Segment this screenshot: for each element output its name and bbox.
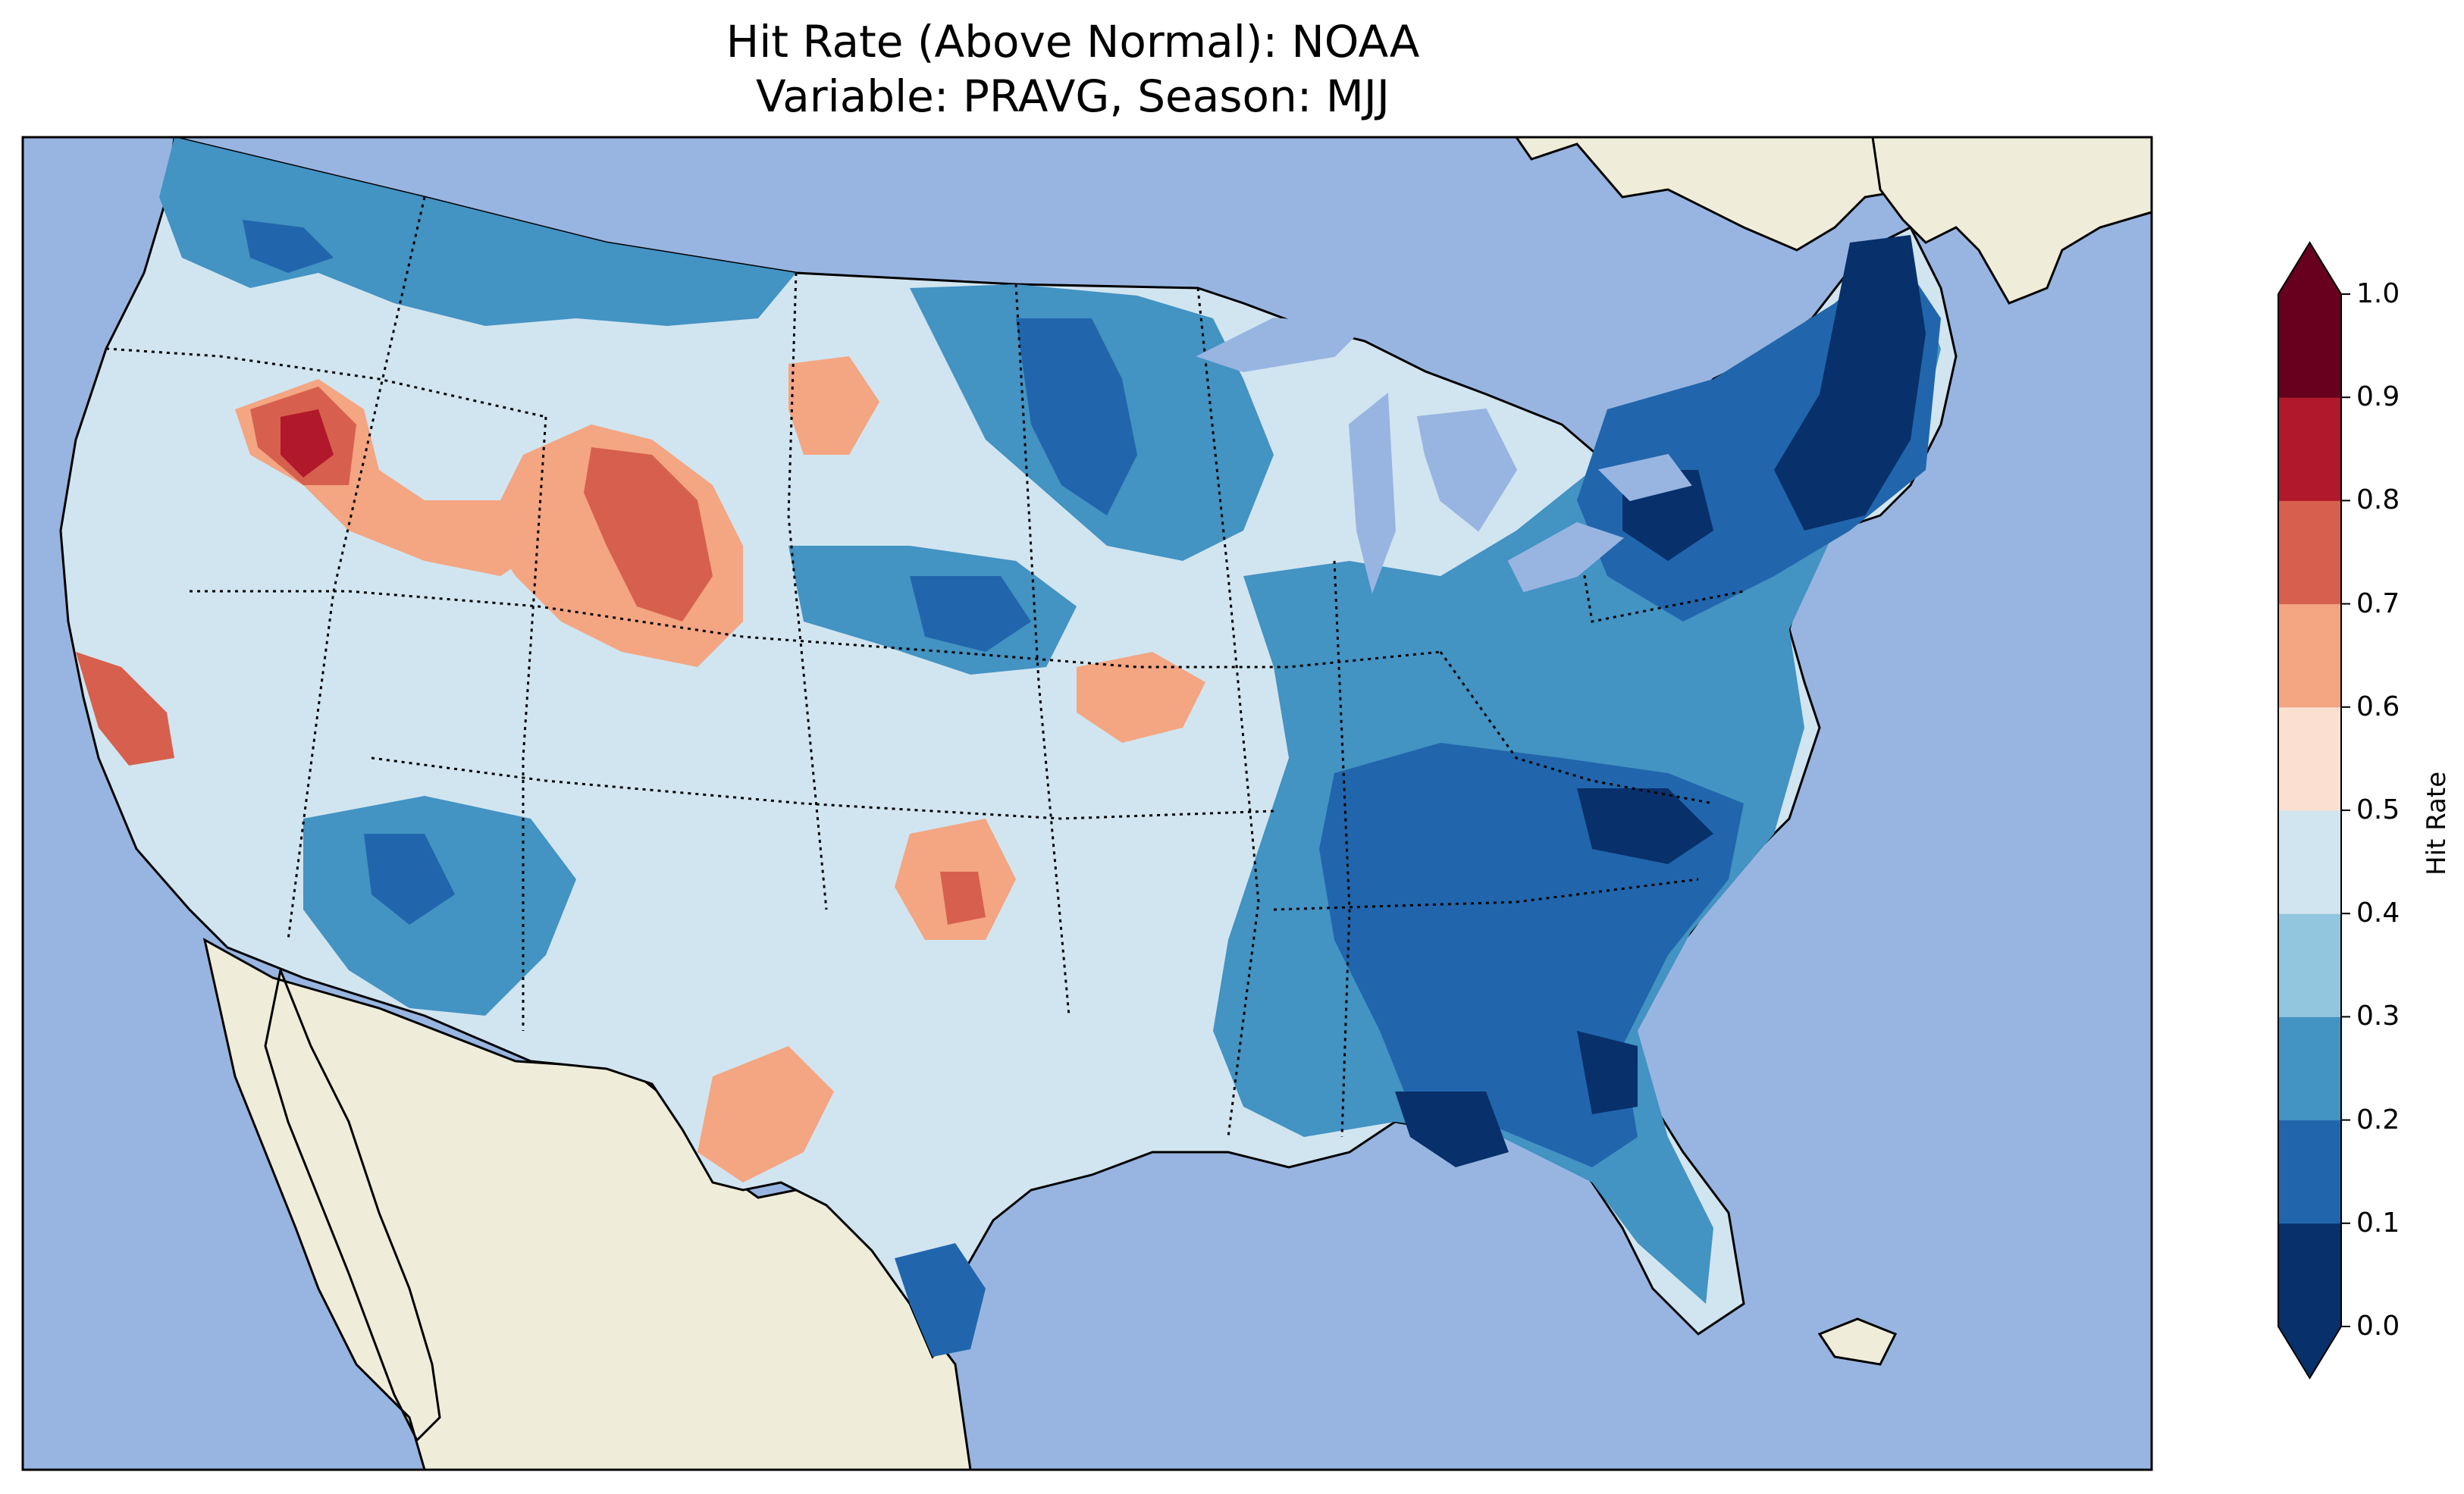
colorbar-segment bbox=[2278, 810, 2341, 914]
colorbar-tick-label: 0.2 bbox=[2356, 1104, 2400, 1135]
colorbar-segment bbox=[2278, 294, 2341, 398]
colorbar-tick-label: 0.9 bbox=[2356, 381, 2400, 413]
colorbar-tick-label: 0.5 bbox=[2356, 794, 2400, 825]
colorbar-tick-label: 0.7 bbox=[2356, 587, 2400, 619]
colorbar-tick-label: 0.3 bbox=[2356, 1001, 2400, 1032]
cuba-land bbox=[1817, 1317, 1898, 1366]
colorbar-tick-label: 0.0 bbox=[2356, 1311, 2400, 1342]
northeast-darkest-patch bbox=[1774, 235, 1926, 531]
map-subtitle: Variable: PRAVG, Season: MJJ bbox=[756, 70, 1390, 122]
minnesota-red-patch bbox=[788, 356, 879, 455]
southwest-dark-patch bbox=[364, 834, 455, 925]
texas-red-patch bbox=[698, 1046, 834, 1182]
map-frame bbox=[21, 136, 2153, 1471]
california-red-patch bbox=[76, 652, 174, 766]
colorbar-segment bbox=[2278, 1120, 2341, 1224]
colorbar-segment bbox=[2278, 913, 2341, 1017]
colorbar-tick-label: 0.6 bbox=[2356, 691, 2400, 722]
colorbar-tick-label: 0.8 bbox=[2356, 484, 2400, 516]
northwest-blue-patch bbox=[159, 137, 796, 326]
canada-east-land bbox=[1871, 137, 2152, 305]
colorbar-segment bbox=[2278, 397, 2341, 501]
colorbar-segment bbox=[2278, 706, 2341, 811]
colorbar-segment bbox=[2278, 603, 2341, 708]
north-central-dark-patch bbox=[1016, 318, 1137, 515]
colorbar-segment bbox=[2278, 1223, 2341, 1327]
wyoming-darkred-patch bbox=[584, 447, 713, 622]
oklahoma-darkred-patch bbox=[940, 872, 986, 925]
plains-dark-patch bbox=[910, 576, 1031, 652]
gulf-dark-patch bbox=[895, 1243, 986, 1357]
colorbar-segment bbox=[2278, 1016, 2341, 1121]
colorbar-segment bbox=[2278, 500, 2341, 605]
kansas-red-patch bbox=[1077, 652, 1205, 743]
northwest-dark-patch bbox=[243, 220, 334, 273]
colorbar-tick-label: 0.4 bbox=[2356, 897, 2400, 929]
oregon-crimson-patch bbox=[281, 409, 334, 478]
colorbar-extend-max bbox=[2278, 243, 2341, 294]
map-title: Hit Rate (Above Normal): NOAA bbox=[726, 16, 1420, 67]
colorbar-tick-label: 0.1 bbox=[2356, 1207, 2400, 1239]
state-borders bbox=[105, 196, 1745, 1138]
southeast-darkest-patch bbox=[1395, 788, 1713, 1167]
colorbar bbox=[2277, 241, 2350, 1380]
colorbar-extend-min bbox=[2278, 1326, 2341, 1378]
colorbar-tick-label: 1.0 bbox=[2356, 278, 2400, 309]
great-lakes bbox=[1196, 317, 1692, 594]
colorbar-label: Hit Rate bbox=[2422, 771, 2452, 875]
